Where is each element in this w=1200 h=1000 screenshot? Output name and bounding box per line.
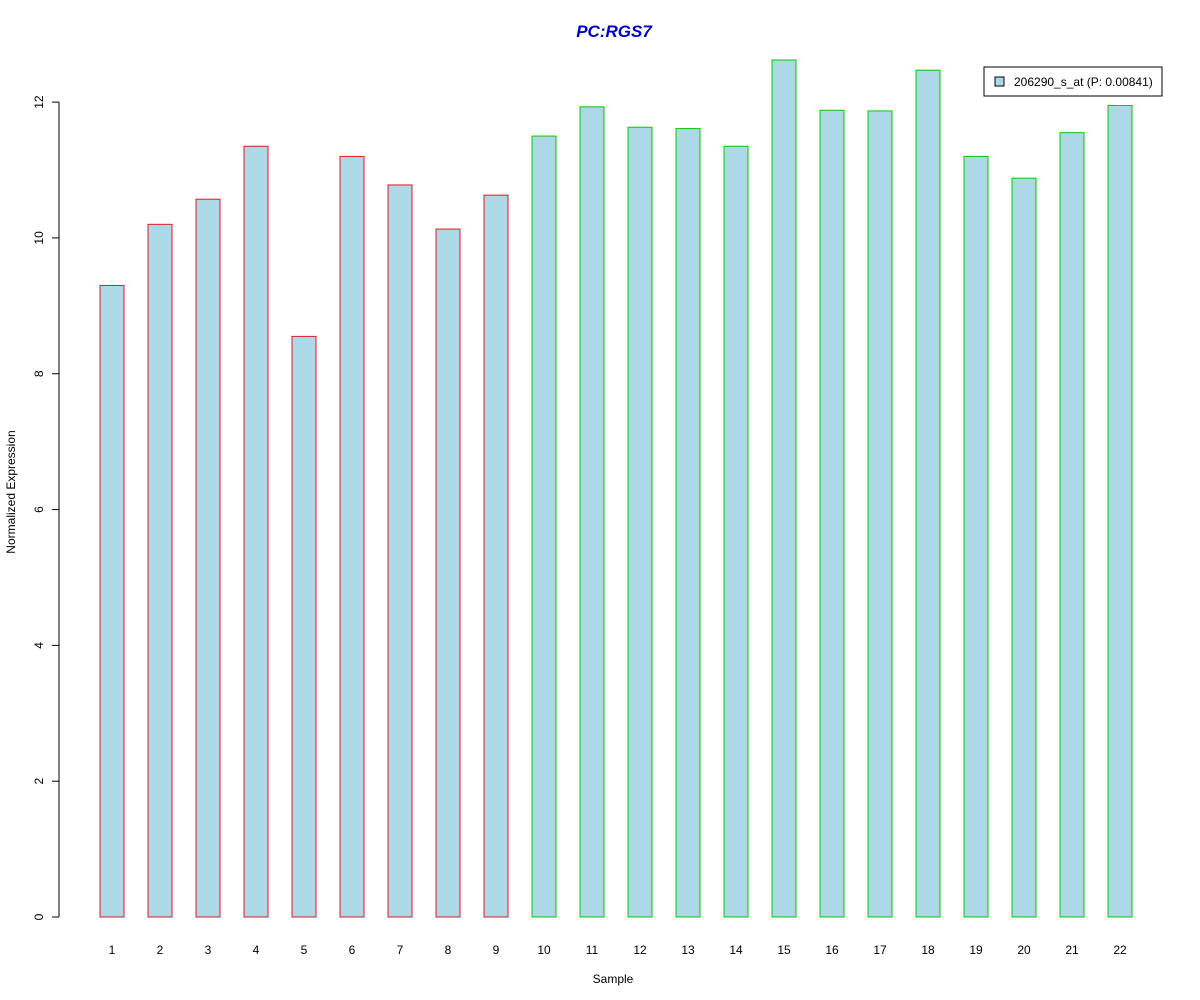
x-tick-label: 22 — [1113, 943, 1127, 957]
y-axis: 0 2 4 6 8 10 12 — [32, 95, 60, 920]
x-tick-label: 20 — [1017, 943, 1031, 957]
bar-sample-10 — [531, 135, 557, 918]
x-axis-label: Sample — [593, 972, 634, 986]
x-tick-label: 5 — [301, 943, 308, 957]
bar-sample-17 — [867, 110, 893, 918]
bar-sample-20 — [1011, 177, 1037, 918]
bar-sample-5 — [291, 335, 317, 918]
x-tick-label: 13 — [681, 943, 695, 957]
y-tick-label: 0 — [32, 913, 46, 920]
bar-sample-4 — [243, 145, 269, 918]
bar-sample-19 — [963, 155, 989, 918]
bar-sample-9 — [483, 194, 509, 918]
x-tick-label: 11 — [586, 943, 599, 957]
legend-box — [983, 66, 1163, 97]
x-tick-label: 7 — [397, 943, 404, 957]
bars-group — [99, 59, 1133, 918]
bar-sample-1 — [99, 284, 125, 918]
y-tick-label: 12 — [32, 95, 46, 109]
x-tick-label: 3 — [205, 943, 212, 957]
x-tick-label: 8 — [445, 943, 452, 957]
bar-sample-12 — [627, 126, 653, 918]
x-tick-label: 19 — [969, 943, 983, 957]
bar-sample-22 — [1107, 104, 1133, 918]
bar-sample-21 — [1059, 132, 1085, 918]
y-tick-label: 4 — [32, 642, 46, 649]
x-tick-label: 15 — [777, 943, 791, 957]
bar-sample-11 — [579, 106, 605, 918]
bar-sample-8 — [435, 228, 461, 918]
x-tick-label: 10 — [537, 943, 551, 957]
x-tick-label: 16 — [825, 943, 839, 957]
y-axis-label: Normalized Expression — [4, 430, 18, 553]
legend-swatch — [994, 76, 1005, 87]
bar-sample-6 — [339, 155, 365, 918]
x-tick-label: 14 — [729, 943, 743, 957]
x-tick-label: 18 — [921, 943, 935, 957]
x-tick-label: 1 — [109, 943, 116, 957]
x-tick-label: 12 — [633, 943, 647, 957]
y-tick-label: 8 — [32, 370, 46, 377]
x-tick-label: 21 — [1065, 943, 1079, 957]
x-tick-label: 4 — [253, 943, 260, 957]
bar-sample-15 — [771, 59, 797, 918]
bar-sample-13 — [675, 128, 701, 918]
y-tick-label: 2 — [32, 778, 46, 785]
x-tick-label: 2 — [157, 943, 164, 957]
bar-sample-3 — [195, 198, 221, 918]
y-tick-label: 6 — [32, 506, 46, 513]
bar-sample-14 — [723, 145, 749, 918]
bar-sample-16 — [819, 109, 845, 918]
legend: 206290_s_at (P: 0.00841) — [983, 66, 1163, 97]
x-tick-label: 9 — [493, 943, 500, 957]
y-tick-label: 10 — [32, 231, 46, 245]
legend-label: 206290_s_at (P: 0.00841) — [1014, 75, 1153, 89]
bar-sample-2 — [147, 223, 173, 918]
x-tick-label: 17 — [873, 943, 887, 957]
bar-sample-18 — [915, 69, 941, 918]
chart-title: PC:RGS7 — [576, 22, 653, 41]
x-tick-label: 6 — [349, 943, 356, 957]
bar-sample-7 — [387, 184, 413, 918]
x-tick-labels: 1 2 3 4 5 6 7 8 9 10 11 12 13 14 15 16 17 18 19 20 21 22 — [109, 943, 1127, 957]
